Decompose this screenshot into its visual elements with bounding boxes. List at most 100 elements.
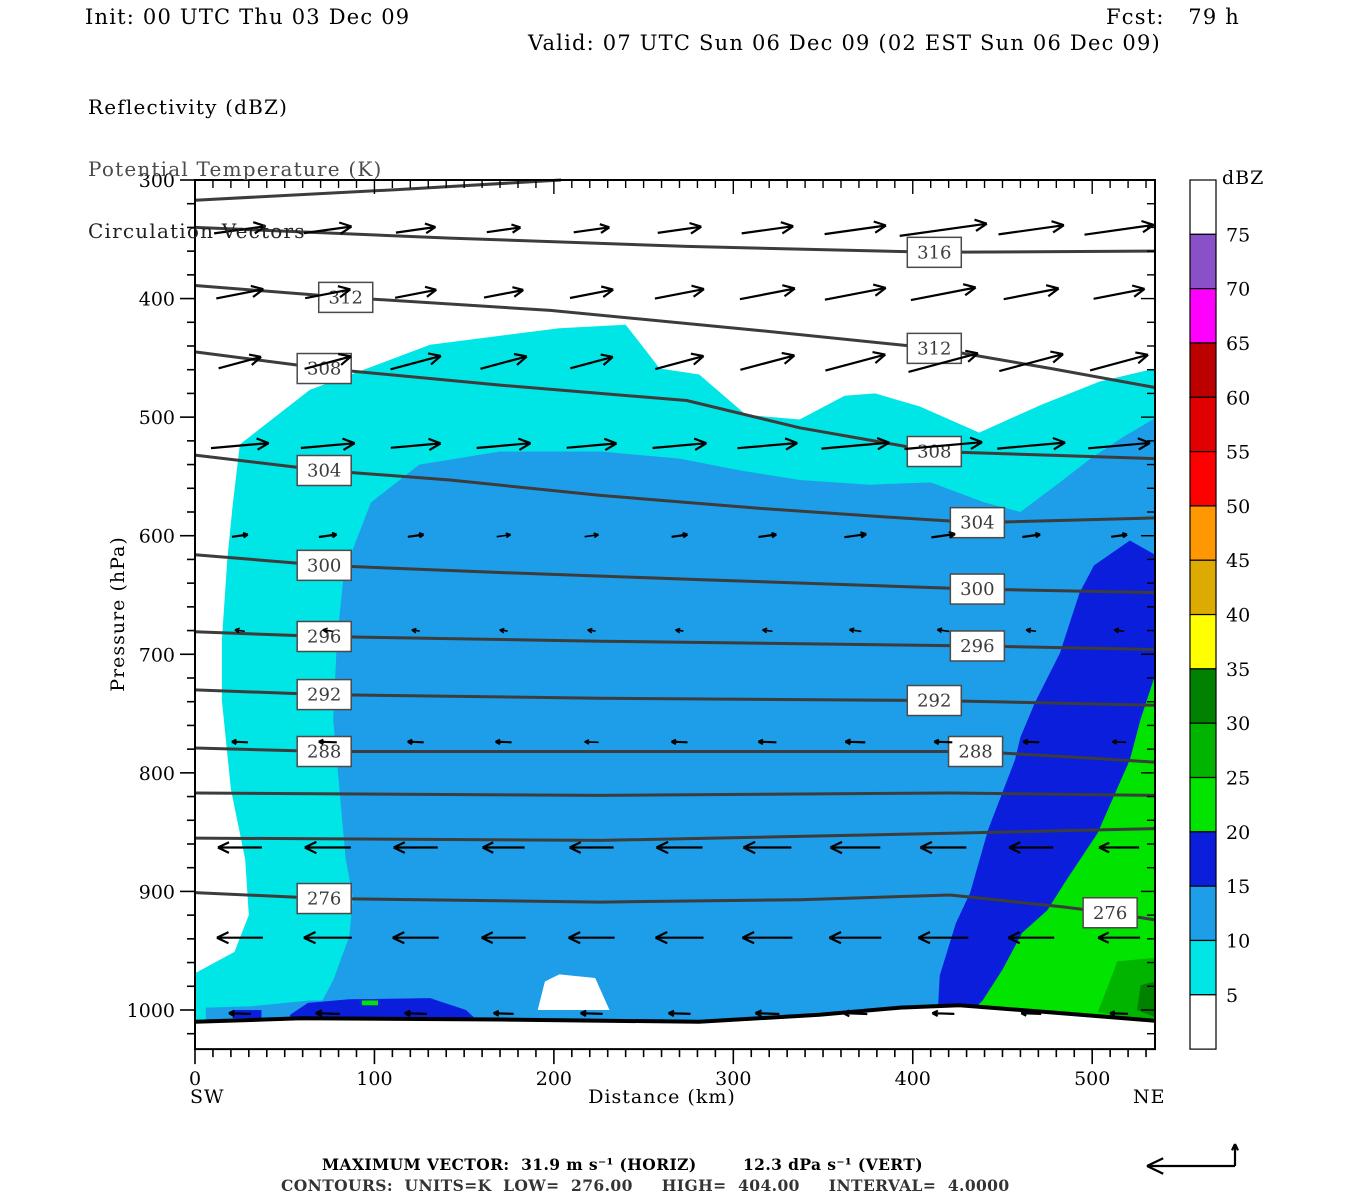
colorbar-label-20: 20 <box>1226 822 1250 844</box>
isentrope-label-296: 296 <box>960 636 994 657</box>
isentrope-label-box-304 <box>949 506 1006 539</box>
circulation-vector-arrow <box>1231 1143 1239 1166</box>
circulation-vector-arrow <box>1093 284 1146 300</box>
circulation-vector-arrow <box>216 284 265 300</box>
circulation-vector-arrow <box>303 931 352 945</box>
circulation-vector-arrow <box>486 223 522 234</box>
circulation-vector-arrow <box>1022 531 1041 539</box>
ne-end-label: NE <box>1133 1086 1166 1108</box>
circulation-vector-arrow <box>997 436 1066 451</box>
colorbar-label-25: 25 <box>1226 768 1250 790</box>
circulation-vector-arrow <box>483 286 524 299</box>
circulation-vector-arrow <box>407 738 424 746</box>
circulation-vector-arrow <box>228 1009 251 1017</box>
colorbar-swatch-0 <box>1189 179 1217 235</box>
circulation-vector-arrow <box>671 532 689 539</box>
isentrope-280 <box>194 827 1156 842</box>
forecast-hour-label: Fcst: 79 h <box>1106 5 1240 29</box>
circulation-vector-arrow <box>218 353 262 370</box>
colorbar-swatch-2 <box>1189 288 1217 344</box>
circulation-vector-arrow <box>213 221 267 235</box>
circulation-vector-arrow <box>936 627 950 634</box>
circulation-vector-arrow <box>1111 532 1128 539</box>
isentrope-label-308: 308 <box>307 359 341 380</box>
circulation-vector-arrow <box>568 931 615 945</box>
circulation-vector-arrow <box>496 532 512 539</box>
colorbar-label-70: 70 <box>1226 279 1250 301</box>
circulation-vector-arrow <box>390 352 442 371</box>
circulation-vector-arrow <box>580 1009 603 1017</box>
isentrope-label-box-300 <box>296 549 352 582</box>
circulation-vector-arrow <box>1003 284 1060 301</box>
colorbar-swatch-9 <box>1189 668 1217 724</box>
colorbar-label-40: 40 <box>1226 605 1250 627</box>
circulation-vector-arrow <box>304 285 352 300</box>
isentrope-label-box-288 <box>296 735 352 768</box>
circulation-vector-arrow <box>754 1009 780 1018</box>
circulation-vector-arrow <box>655 352 705 371</box>
circulation-vector-arrow <box>931 1009 955 1017</box>
circulation-vector-arrow <box>848 627 862 634</box>
colorbar-swatch-3 <box>1189 342 1217 398</box>
circulation-vector-arrow <box>300 437 356 451</box>
circulation-vector-arrow <box>584 739 599 745</box>
circulation-vector-arrow <box>931 530 956 539</box>
isentrope-label-296: 296 <box>307 626 341 647</box>
circulation-vector-arrow <box>304 840 351 855</box>
circulation-vector-arrow <box>1022 738 1040 746</box>
circulation-vector-arrow <box>210 437 270 451</box>
colorbar-swatch-1 <box>1189 233 1217 290</box>
isentrope-label-box-304 <box>296 454 352 487</box>
reflectivity-20dbz <box>975 675 1155 1022</box>
circulation-vector-arrow <box>828 931 882 945</box>
circulation-vector-arrow <box>216 931 263 945</box>
isentrope-label-box-276 <box>296 882 352 915</box>
circulation-vector-arrow <box>495 738 512 746</box>
sw-end-label: SW <box>190 1086 225 1108</box>
circulation-vector-arrow <box>1146 1157 1235 1175</box>
circulation-vector-arrow <box>737 437 798 451</box>
colorbar-label-45: 45 <box>1226 550 1250 572</box>
circulation-vector-arrow <box>1008 841 1054 854</box>
circulation-vector-arrow <box>584 532 599 539</box>
circulation-vector-arrow <box>404 1009 427 1017</box>
circulation-vector-arrow <box>390 437 442 452</box>
circulation-vector-arrow <box>933 738 953 746</box>
circulation-vector-arrow <box>741 221 794 235</box>
isentrope-label-box-296 <box>949 630 1006 662</box>
circulation-vector-arrow <box>493 1009 514 1017</box>
colorbar-swatch-12 <box>1189 831 1217 887</box>
circulation-vector-arrow <box>303 221 353 235</box>
isentrope-label-300: 300 <box>307 555 341 576</box>
circulation-vector-arrow <box>395 222 437 235</box>
x-axis-title: Distance (km) <box>588 1086 736 1108</box>
circulation-vector-arrow <box>675 627 684 634</box>
circulation-vector-arrow <box>1020 1009 1042 1017</box>
circulation-vector-arrow <box>762 627 773 634</box>
circulation-vector-arrow <box>1025 627 1037 634</box>
circulation-vector-arrow <box>742 840 792 855</box>
colorbar-label-15: 15 <box>1226 876 1250 898</box>
circulation-vector-arrow <box>569 285 614 300</box>
circulation-vector-arrow <box>758 531 777 539</box>
maximum-vector-annotation: MAXIMUM VECTOR: 31.9 m s⁻¹ (HORIZ) 12.3 … <box>322 1155 923 1174</box>
circulation-vector-arrow <box>570 353 614 370</box>
colorbar-label-10: 10 <box>1226 930 1250 952</box>
x-tick-label-400: 400 <box>895 1068 931 1090</box>
isentrope-label-292: 292 <box>307 685 341 706</box>
isentrope-296 <box>194 630 1156 651</box>
isentrope-320 <box>194 178 562 202</box>
circulation-vector-arrow <box>670 738 688 746</box>
circulation-vector-arrow <box>499 627 508 634</box>
isentrope-label-276: 276 <box>307 889 341 910</box>
y-tick-label-400: 400 <box>139 289 175 311</box>
isentrope-label-300: 300 <box>960 579 994 600</box>
isentrope-label-312: 312 <box>917 338 951 359</box>
colorbar-label-60: 60 <box>1226 387 1250 409</box>
colorbar-label-50: 50 <box>1226 496 1250 518</box>
isentrope-label-288: 288 <box>958 742 992 763</box>
colorbar-label-35: 35 <box>1226 659 1250 681</box>
circulation-vector-arrow <box>480 352 528 370</box>
circulation-vector-arrow <box>904 436 983 451</box>
isentrope-label-292: 292 <box>917 691 951 712</box>
